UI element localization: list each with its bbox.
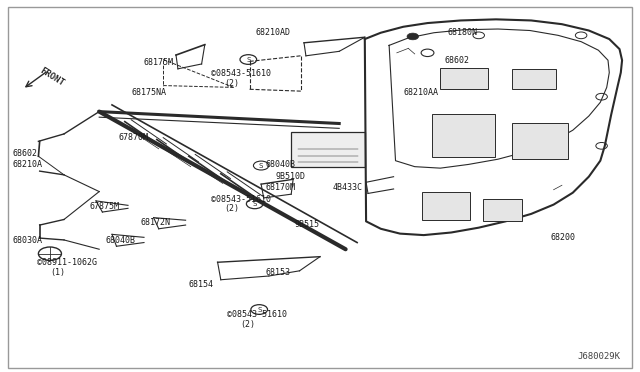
Text: 68175M: 68175M bbox=[144, 58, 174, 67]
Text: 4B433C: 4B433C bbox=[333, 183, 363, 192]
Text: 9B510D: 9B510D bbox=[275, 171, 305, 180]
Text: ©08911-1062G: ©08911-1062G bbox=[37, 258, 97, 267]
Text: (2): (2) bbox=[224, 78, 239, 87]
Text: 68180N: 68180N bbox=[448, 28, 478, 37]
Text: 68040B: 68040B bbox=[266, 160, 296, 169]
Text: 68030A: 68030A bbox=[13, 235, 43, 244]
Text: 68175NA: 68175NA bbox=[131, 88, 166, 97]
Bar bbox=[432, 114, 495, 157]
Text: 68172N: 68172N bbox=[141, 218, 171, 227]
Text: FRONT: FRONT bbox=[38, 67, 66, 88]
Text: ©08543-51610: ©08543-51610 bbox=[211, 69, 271, 78]
Bar bbox=[291, 132, 365, 167]
Circle shape bbox=[407, 33, 419, 40]
Text: S: S bbox=[257, 307, 261, 312]
Text: S: S bbox=[246, 57, 250, 62]
Text: 68210AA: 68210AA bbox=[403, 88, 438, 97]
Text: S: S bbox=[253, 201, 257, 207]
Text: 68154: 68154 bbox=[189, 280, 214, 289]
Text: ©08543-51610: ©08543-51610 bbox=[227, 310, 287, 319]
Text: (2): (2) bbox=[224, 204, 239, 213]
Bar bbox=[512, 69, 556, 89]
Text: 68210AD: 68210AD bbox=[256, 28, 291, 37]
Text: 68602: 68602 bbox=[445, 56, 470, 65]
Bar bbox=[483, 199, 522, 221]
Text: 9B515: 9B515 bbox=[294, 220, 319, 229]
Bar bbox=[512, 123, 568, 159]
Text: S: S bbox=[259, 163, 263, 169]
Text: 67875M: 67875M bbox=[90, 202, 120, 211]
Text: 68040B: 68040B bbox=[106, 235, 136, 244]
Bar bbox=[440, 68, 488, 89]
Text: 68210A: 68210A bbox=[13, 160, 43, 169]
Text: 67870M: 67870M bbox=[118, 132, 148, 141]
Text: J680029K: J680029K bbox=[578, 352, 621, 361]
Text: (1): (1) bbox=[50, 267, 65, 276]
Text: 68200: 68200 bbox=[550, 233, 575, 242]
Text: 68602: 68602 bbox=[13, 149, 38, 158]
Bar bbox=[422, 192, 470, 220]
Text: 68170M: 68170M bbox=[266, 183, 296, 192]
Text: 68153: 68153 bbox=[266, 267, 291, 276]
Text: (2): (2) bbox=[240, 320, 255, 328]
Text: ©08543-51610: ©08543-51610 bbox=[211, 195, 271, 203]
